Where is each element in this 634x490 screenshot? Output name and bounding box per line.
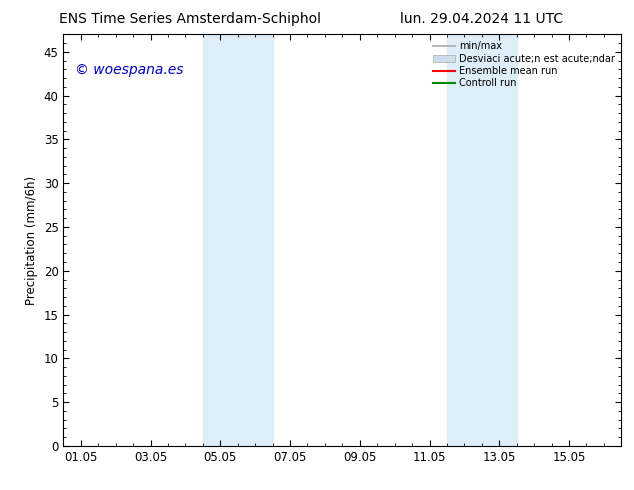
Bar	[447, 34, 482, 446]
Text: ENS Time Series Amsterdam-Schiphol: ENS Time Series Amsterdam-Schiphol	[59, 12, 321, 26]
Bar	[238, 34, 273, 446]
Bar	[203, 34, 238, 446]
Legend: min/max, Desviaci acute;n est acute;ndar, Ensemble mean run, Controll run: min/max, Desviaci acute;n est acute;ndar…	[431, 39, 616, 90]
Text: lun. 29.04.2024 11 UTC: lun. 29.04.2024 11 UTC	[400, 12, 564, 26]
Y-axis label: Precipitation (mm/6h): Precipitation (mm/6h)	[25, 175, 38, 305]
Text: © woespana.es: © woespana.es	[75, 63, 183, 77]
Bar	[482, 34, 517, 446]
